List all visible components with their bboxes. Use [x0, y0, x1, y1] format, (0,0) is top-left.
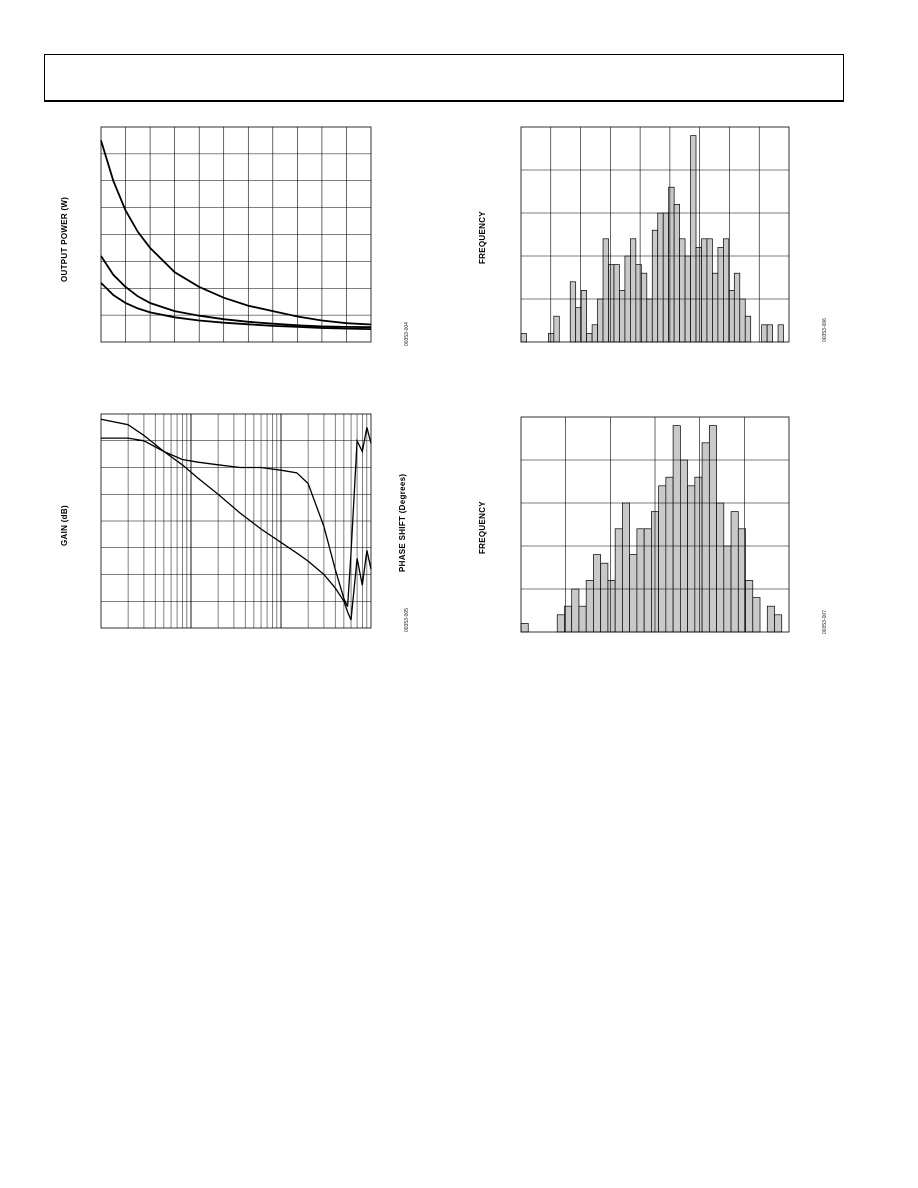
histogram-bar [608, 264, 615, 343]
histogram-bar [679, 238, 686, 343]
histogram-bar [701, 442, 710, 633]
histogram-bar [761, 324, 768, 343]
series-line-2 [100, 255, 372, 329]
histogram-bar [687, 485, 696, 633]
figure-id: 00353-007 [822, 610, 828, 634]
histogram-bar [635, 264, 642, 343]
histogram-bar [662, 212, 670, 343]
histogram-bar [717, 247, 724, 343]
histogram-bar [520, 623, 529, 633]
histogram-bar [673, 204, 680, 343]
histogram-bar [774, 614, 783, 633]
histogram-bar [629, 554, 638, 633]
histogram-bar [723, 238, 730, 343]
histogram-bar [766, 605, 775, 633]
histogram-bar [630, 238, 637, 343]
histogram-bar [580, 290, 587, 343]
histogram-bar [646, 298, 653, 343]
histogram-bar [622, 502, 631, 633]
histogram-bar [668, 186, 675, 343]
page-header-box [44, 54, 844, 102]
histogram-bar [553, 315, 560, 343]
histogram-bar [745, 580, 754, 633]
histogram-bar [600, 562, 609, 633]
chart-histogram-2: FREQUENCY 00353-007 [476, 408, 836, 643]
histogram-bar [591, 324, 598, 343]
histogram-bar [712, 272, 719, 343]
histogram-bar [695, 247, 702, 343]
histogram-bar [597, 298, 604, 343]
chart-gain-phase: GAIN (dB) PHASE SHIFT (Degrees) 00353-00… [56, 408, 410, 638]
histogram-bar [752, 597, 761, 633]
histogram-bar [706, 238, 713, 343]
histogram-bar [607, 580, 616, 633]
histogram-bar [744, 315, 752, 343]
histogram-bar [593, 554, 602, 633]
histogram-bar [672, 425, 681, 633]
histogram-bar [701, 238, 708, 343]
histogram-bar [569, 281, 577, 343]
histogram-bar [733, 272, 741, 343]
histogram-bar [636, 528, 645, 633]
chart-histogram-1: FREQUENCY 00353-006 [476, 120, 836, 355]
histogram-2-plot [520, 416, 790, 633]
figure-id: 00353-006 [822, 318, 828, 342]
plot-frame [520, 126, 790, 343]
histogram-bar [658, 485, 667, 633]
histogram-bar [614, 528, 623, 633]
histogram-bar [665, 476, 674, 633]
histogram-1-plot [520, 126, 790, 343]
histogram-bar [766, 324, 773, 343]
histogram-bar [619, 290, 626, 343]
histogram-bar [708, 425, 717, 633]
histogram-bar [520, 333, 527, 343]
series-line-1 [100, 140, 372, 326]
output-power-plot [100, 126, 372, 343]
chart-output-power: OUTPUT POWER (W) 00353-004 [56, 120, 410, 355]
histogram-bar [571, 588, 580, 633]
histogram-bar [716, 502, 725, 633]
gain-phase-plot [100, 413, 372, 629]
histogram-bar [657, 212, 664, 343]
plot-frame [520, 416, 790, 633]
histogram-bar [585, 580, 594, 633]
histogram-bar [640, 272, 648, 343]
histogram-bar [730, 511, 739, 633]
series-line-1 [100, 418, 372, 621]
histogram-bar [651, 229, 659, 343]
histogram-bar [547, 333, 555, 343]
histogram-bar [739, 298, 746, 343]
series-line-2 [101, 427, 372, 607]
histogram-bar [602, 238, 609, 343]
series-line-3 [100, 282, 372, 330]
figure-id: 00353-004 [404, 322, 410, 346]
histogram-bar [777, 324, 784, 343]
histogram-bar [694, 476, 703, 633]
y2-axis-label: PHASE SHIFT (Degrees) [398, 473, 407, 572]
histogram-bar [586, 333, 593, 343]
figure-id: 00353-005 [404, 608, 410, 632]
histogram-bar [556, 614, 565, 633]
histogram-bar [643, 528, 652, 633]
histogram-bar [613, 264, 620, 343]
histogram-bar [690, 135, 697, 343]
histogram-bar [578, 605, 587, 633]
